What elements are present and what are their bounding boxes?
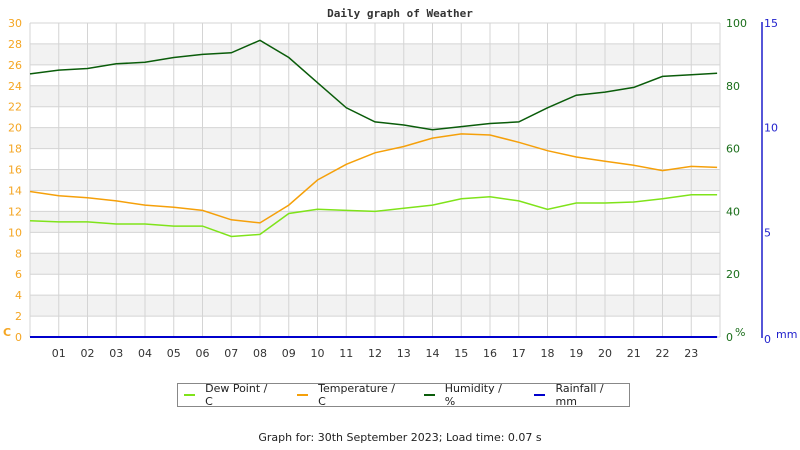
humidity-swatch-icon bbox=[423, 394, 435, 396]
y-tick-label: 16 bbox=[8, 164, 22, 177]
legend-item-humidity: Humidity / % bbox=[423, 382, 511, 408]
humidity-tick-label: 80 bbox=[726, 80, 740, 93]
x-tick-label: 19 bbox=[569, 347, 583, 360]
y-tick-label: 18 bbox=[8, 143, 22, 156]
graph-footer: Graph for: 30th September 2023; Load tim… bbox=[258, 431, 542, 444]
data-series bbox=[29, 39, 718, 338]
rain-tick-label: 10 bbox=[764, 122, 778, 135]
humidity-tick-label: 60 bbox=[726, 143, 740, 156]
rain-tick-label: 5 bbox=[764, 226, 771, 239]
legend-label: Rainfall / mm bbox=[555, 382, 604, 408]
x-tick-label: 20 bbox=[598, 347, 612, 360]
rain-tick-label: 15 bbox=[764, 17, 778, 30]
y-tick-label: 2 bbox=[15, 310, 22, 323]
grid-lines bbox=[29, 22, 721, 338]
x-tick-label: 22 bbox=[656, 347, 670, 360]
x-tick-label: 01 bbox=[52, 347, 66, 360]
y-tick-label: 4 bbox=[15, 289, 22, 302]
x-tick-label: 04 bbox=[138, 347, 152, 360]
x-tick-label: 14 bbox=[426, 347, 440, 360]
x-tick-label: 06 bbox=[196, 347, 210, 360]
x-tick-label: 21 bbox=[627, 347, 641, 360]
x-tick-label: 08 bbox=[253, 347, 267, 360]
x-tick-label: 12 bbox=[368, 347, 382, 360]
y-tick-label: 22 bbox=[8, 101, 22, 114]
y-tick-label: 24 bbox=[8, 80, 22, 93]
weather-chart: Daily graph of Weather 02468101214161820… bbox=[3, 7, 797, 360]
x-tick-label: 02 bbox=[81, 347, 95, 360]
legend-label: Temperature / C bbox=[318, 382, 395, 408]
x-tick-label: 17 bbox=[512, 347, 526, 360]
x-tick-label: 09 bbox=[282, 347, 296, 360]
humidity-axis-unit: % bbox=[735, 326, 745, 339]
y-tick-label: 26 bbox=[8, 59, 22, 72]
dew-point-line bbox=[29, 193, 718, 238]
x-tick-label: 18 bbox=[541, 347, 555, 360]
rain-tick-label: 0 bbox=[764, 333, 771, 346]
x-tick-label: 23 bbox=[684, 347, 698, 360]
rainfall-swatch-icon bbox=[534, 394, 546, 396]
y-tick-label: 28 bbox=[8, 38, 22, 51]
y-tick-label: 0 bbox=[15, 331, 22, 344]
y-tick-label: 10 bbox=[8, 226, 22, 239]
humidity-line bbox=[29, 39, 718, 131]
x-tick-label: 03 bbox=[109, 347, 123, 360]
y-tick-label: 6 bbox=[15, 268, 22, 281]
y-tick-label: 8 bbox=[15, 247, 22, 260]
temperature-swatch-icon bbox=[297, 394, 309, 396]
humidity-tick-label: 20 bbox=[726, 268, 740, 281]
y-tick-label: 14 bbox=[8, 184, 22, 197]
legend-item-dew-point: Dew Point / C bbox=[184, 382, 273, 408]
chart-title: Daily graph of Weather bbox=[327, 7, 473, 20]
x-tick-label: 07 bbox=[224, 347, 238, 360]
dew-point-swatch-icon bbox=[184, 394, 196, 396]
y-tick-label: 12 bbox=[8, 205, 22, 218]
humidity-tick-label: 40 bbox=[726, 205, 740, 218]
humidity-tick-label: 100 bbox=[726, 17, 747, 30]
x-tick-label: 05 bbox=[167, 347, 181, 360]
temperature-line bbox=[29, 133, 718, 224]
chart-legend: Dew Point / C Temperature / C Humidity /… bbox=[177, 382, 630, 408]
x-tick-label: 15 bbox=[454, 347, 468, 360]
legend-item-rainfall: Rainfall / mm bbox=[534, 382, 623, 408]
y-tick-label: 20 bbox=[8, 122, 22, 135]
x-tick-label: 16 bbox=[483, 347, 497, 360]
humidity-tick-label: 0 bbox=[726, 331, 733, 344]
x-tick-label: 10 bbox=[311, 347, 325, 360]
left-axis-unit: C bbox=[3, 326, 11, 339]
y-tick-label: 30 bbox=[8, 17, 22, 30]
legend-item-temperature: Temperature / C bbox=[297, 382, 400, 408]
rain-axis-unit: mm bbox=[776, 328, 797, 341]
x-tick-label: 13 bbox=[397, 347, 411, 360]
legend-label: Dew Point / C bbox=[205, 382, 268, 408]
legend-label: Humidity / % bbox=[444, 382, 502, 408]
x-tick-label: 11 bbox=[339, 347, 353, 360]
